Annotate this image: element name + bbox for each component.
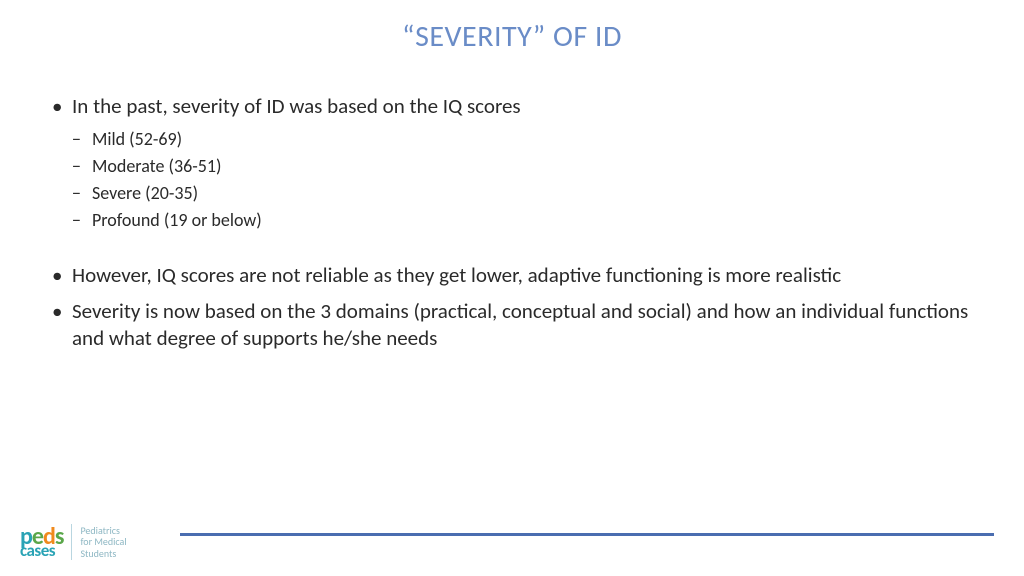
slide-content: In the past, severity of ID was based on… [40, 93, 984, 352]
bullet-item: Severity is now based on the 3 domains (… [50, 298, 984, 353]
bullet-item: However, IQ scores are not reliable as t… [50, 262, 984, 289]
logo-divider [71, 524, 72, 560]
slide-title: “SEVERITY” OF ID [40, 18, 984, 55]
sub-bullet-list: Mild (52-69) Moderate (36-51) Severe (20… [72, 126, 984, 234]
logo-cases-text: cases [20, 544, 63, 558]
footer-rule [180, 533, 994, 536]
logo-wordmark: peds cases [20, 527, 63, 558]
bullet-text: Severity is now based on the 3 domains (… [72, 298, 968, 351]
spacer [50, 242, 984, 262]
bullet-text: In the past, severity of ID was based on… [72, 93, 521, 119]
sub-bullet-item: Severe (20-35) [72, 180, 984, 207]
sub-bullet-text: Moderate (36-51) [92, 155, 221, 177]
bullet-list: In the past, severity of ID was based on… [50, 93, 984, 234]
bullet-item: In the past, severity of ID was based on… [50, 93, 984, 234]
sub-bullet-item: Mild (52-69) [72, 126, 984, 153]
sub-bullet-item: Profound (19 or below) [72, 207, 984, 234]
bullet-text: However, IQ scores are not reliable as t… [72, 262, 841, 288]
logo: peds cases Pediatrics for Medical Studen… [20, 524, 127, 560]
sub-bullet-text: Mild (52-69) [92, 128, 182, 150]
sub-bullet-text: Severe (20-35) [92, 182, 198, 204]
logo-tagline-line: Students [80, 548, 126, 560]
bullet-list: However, IQ scores are not reliable as t… [50, 262, 984, 352]
sub-bullet-text: Profound (19 or below) [92, 209, 262, 231]
sub-bullet-item: Moderate (36-51) [72, 153, 984, 180]
slide-footer: peds cases Pediatrics for Medical Studen… [0, 500, 1024, 576]
logo-tagline: Pediatrics for Medical Students [80, 525, 126, 560]
slide: “SEVERITY” OF ID In the past, severity o… [0, 0, 1024, 576]
